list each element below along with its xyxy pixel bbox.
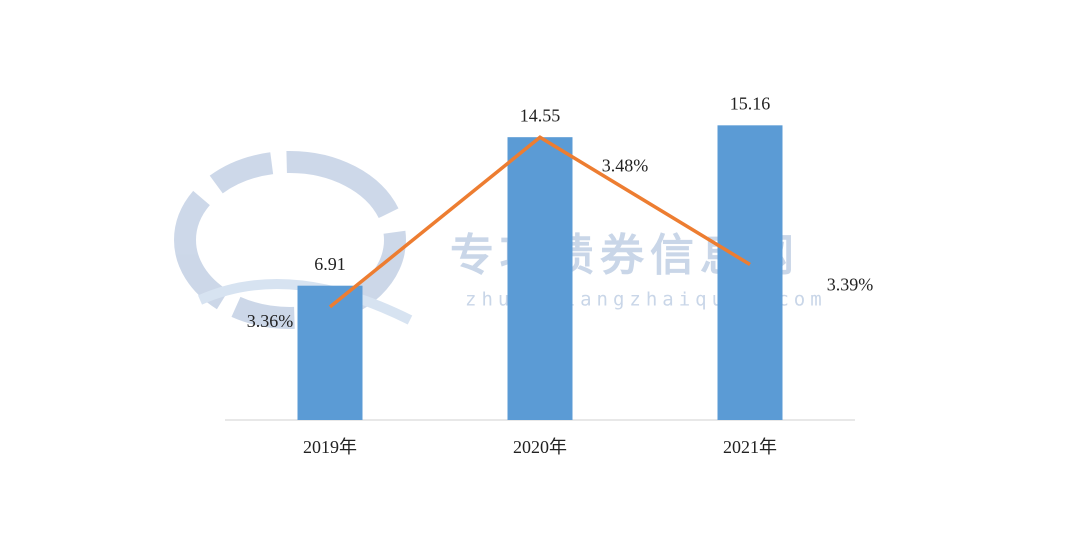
line-value-label: 3.39% [827,275,874,295]
bar-value-label: 14.55 [520,105,561,125]
line [328,135,751,309]
x-tick-label: 2021年 [723,437,777,457]
line-value-label: 3.48% [602,155,649,175]
x-tick-label: 2020年 [513,437,567,457]
bar [717,125,783,420]
bar [297,285,363,420]
bar-value-label: 15.16 [730,93,771,113]
x-tick-label: 2019年 [303,437,357,457]
line-value-label: 3.36% [247,311,294,331]
watermark-logo [174,151,413,329]
bar-value-label: 6.91 [314,254,346,274]
bar [507,137,573,420]
